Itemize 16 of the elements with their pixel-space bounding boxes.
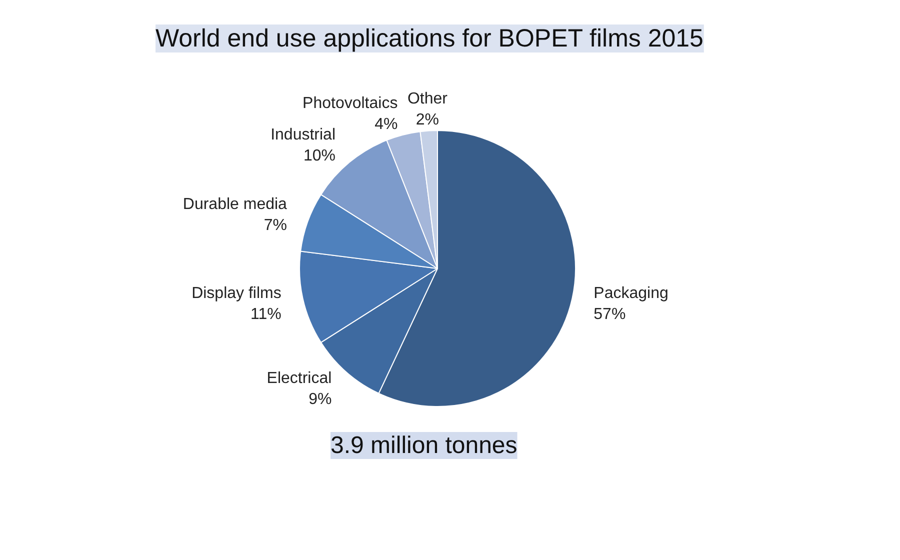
data-label: 7% [264, 216, 287, 234]
data-label: 10% [303, 148, 336, 165]
data-label: 2% [416, 111, 440, 128]
slice-label: Durable media [182, 196, 288, 213]
data-label: 57% [594, 306, 626, 323]
data-label: 4% [374, 116, 398, 134]
slice-label: Other [407, 90, 448, 108]
text: 3.9 million tonnes [330, 432, 518, 459]
slice-label: Electrical [266, 370, 332, 388]
slice-label: Display films [192, 284, 282, 302]
slice-label: Photovoltaics [302, 95, 398, 112]
slice-label: Packaging [594, 284, 668, 302]
data-label: 11% [250, 306, 282, 323]
chart-title: World end use applications for BOPET films 2015 [156, 24, 704, 52]
slice-label: Industrial [270, 126, 336, 144]
data-label: 9% [308, 391, 332, 408]
